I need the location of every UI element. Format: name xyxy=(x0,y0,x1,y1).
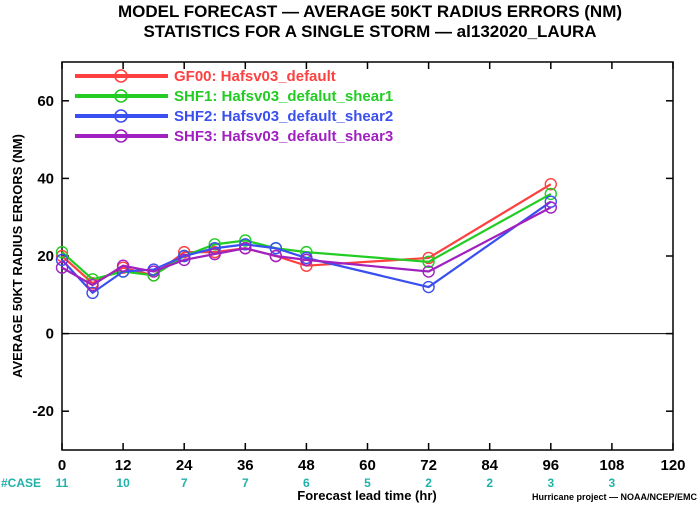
y-tick-label: -20 xyxy=(32,403,54,420)
data-point xyxy=(544,178,557,191)
data-point xyxy=(422,255,435,269)
case-counts: #CASE 11 10 7 7 6 5 2 2 3 3 xyxy=(1,476,616,490)
y-axis-label: AVERAGE 50KT RADIUS ERRORS (NM) xyxy=(10,134,25,378)
x-axis-label: Forecast lead time (hr) xyxy=(297,488,436,503)
legend-item: GF00: Hafsv03_default xyxy=(75,68,336,85)
data-point xyxy=(208,238,221,251)
data-point xyxy=(86,286,99,300)
data-point xyxy=(544,195,557,208)
case-label: #CASE xyxy=(1,476,41,490)
case-count: 2 xyxy=(486,476,493,490)
chart-title: MODEL FORECAST — AVERAGE 50KT RADIUS ERR… xyxy=(118,2,622,21)
data-point xyxy=(177,249,191,263)
series-lines xyxy=(55,178,557,300)
data-point xyxy=(544,201,557,214)
data-point xyxy=(177,253,191,267)
y-tick-label: 40 xyxy=(37,170,54,187)
series-2 xyxy=(55,187,557,286)
legend-label: SHF1: Hafsv03_defalut_shear1 xyxy=(174,88,393,105)
data-point xyxy=(300,253,313,267)
y-tick-label: 20 xyxy=(37,248,54,265)
case-count: 5 xyxy=(364,476,371,490)
x-tick-label: 60 xyxy=(359,457,376,474)
legend-swatch-marker xyxy=(114,89,128,103)
data-point xyxy=(55,253,69,267)
series-4 xyxy=(55,201,557,292)
x-tick-label: 48 xyxy=(298,457,315,474)
data-point xyxy=(422,265,435,278)
data-point xyxy=(422,280,435,294)
x-tick-label: 96 xyxy=(542,457,559,474)
case-count: 11 xyxy=(56,476,69,490)
series-line xyxy=(61,192,552,281)
case-count: 7 xyxy=(242,476,249,490)
y-tick-label: 60 xyxy=(37,93,54,110)
case-count: 3 xyxy=(609,476,616,490)
legend-swatch-marker xyxy=(114,109,128,123)
legend-item: SHF1: Hafsv03_defalut_shear1 xyxy=(75,88,393,105)
legend-swatch-marker xyxy=(114,129,128,143)
credit-text: Hurricane project — NOAA/NCEP/EMC xyxy=(532,492,698,502)
case-count: 2 xyxy=(425,476,432,490)
x-axis-ticks: 0 12 24 36 48 60 72 84 96 108 120 xyxy=(58,62,686,474)
x-tick-label: 24 xyxy=(176,457,193,474)
data-point xyxy=(239,234,252,247)
legend-label: GF00: Hafsv03_default xyxy=(174,68,336,85)
data-point xyxy=(208,247,221,261)
x-tick-label: 72 xyxy=(420,457,437,474)
x-tick-label: 0 xyxy=(58,457,66,474)
data-point xyxy=(147,265,160,278)
legend-label: SHF2: Hafsv03_default_shear2 xyxy=(174,108,393,125)
chart-subtitle: STATISTICS FOR A SINGLE STORM — al132020… xyxy=(143,22,596,41)
x-tick-label: 108 xyxy=(599,457,624,474)
x-tick-label: 36 xyxy=(237,457,254,474)
data-point xyxy=(544,187,557,201)
case-count: 6 xyxy=(303,476,310,490)
legend-item: SHF3: Hafsv03_default_shear3 xyxy=(75,128,393,145)
legend: GF00: Hafsv03_default SHF1: Hafsv03_defal… xyxy=(75,68,393,145)
data-point xyxy=(239,242,252,255)
y-tick-label: 0 xyxy=(46,326,54,343)
data-point xyxy=(116,259,130,272)
x-tick-label: 84 xyxy=(481,457,498,474)
data-point xyxy=(239,238,252,251)
data-point xyxy=(55,261,69,274)
data-point xyxy=(269,249,283,263)
case-count: 7 xyxy=(181,476,188,490)
legend-swatch-marker xyxy=(114,69,128,83)
x-tick-label: 120 xyxy=(660,457,685,474)
data-point xyxy=(269,242,283,255)
case-count: 10 xyxy=(116,476,130,490)
data-point xyxy=(177,245,191,259)
legend-item: SHF2: Hafsv03_default_shear2 xyxy=(75,108,393,125)
data-point xyxy=(55,245,69,259)
x-tick-label: 12 xyxy=(115,457,132,474)
data-point xyxy=(86,278,99,292)
legend-label: SHF3: Hafsv03_default_shear3 xyxy=(174,128,393,145)
series-line xyxy=(61,206,552,287)
case-count: 3 xyxy=(547,476,554,490)
y-axis-ticks: -20 0 20 40 60 xyxy=(32,93,673,420)
